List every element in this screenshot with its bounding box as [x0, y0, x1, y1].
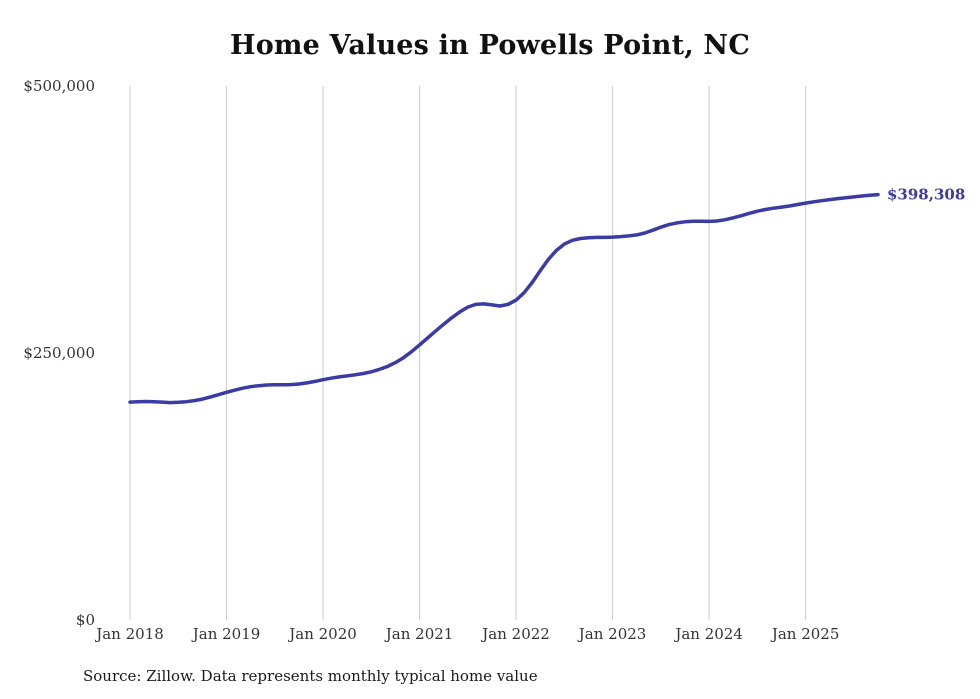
x-tick-label: Jan 2024 — [673, 625, 743, 643]
source-note: Source: Zillow. Data represents monthly … — [83, 667, 538, 685]
end-value-label: $398,308 — [887, 186, 965, 204]
chart-title: Home Values in Powells Point, NC — [229, 30, 751, 61]
x-tick-label: Jan 2020 — [287, 625, 357, 643]
x-tick-label: Jan 2025 — [770, 625, 840, 643]
y-tick-label: $250,000 — [23, 344, 95, 362]
x-tick-label: Jan 2022 — [480, 625, 550, 643]
home-value-line — [128, 192, 880, 405]
x-tick-label: Jan 2019 — [191, 625, 261, 643]
x-tick-label: Jan 2018 — [94, 625, 164, 643]
y-tick-label: $500,000 — [23, 77, 95, 95]
y-tick-label: $0 — [76, 611, 95, 629]
x-tick-label: Jan 2023 — [577, 625, 647, 643]
x-tick-label: Jan 2021 — [384, 625, 454, 643]
